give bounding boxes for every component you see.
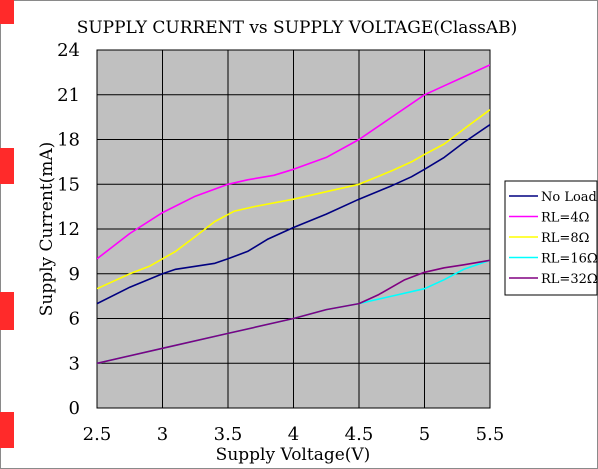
y-tick-label: 6 xyxy=(69,309,80,330)
y-tick-label: 15 xyxy=(57,174,80,195)
y-tick-label: 12 xyxy=(57,219,80,240)
series-line xyxy=(97,109,490,290)
series-line xyxy=(97,64,490,260)
y-tick-label: 3 xyxy=(69,353,80,374)
chart-title: SUPPLY CURRENT vs SUPPLY VOLTAGE(ClassAB… xyxy=(77,18,518,38)
left-edge-mark xyxy=(0,148,14,184)
series-lines xyxy=(97,64,490,365)
grid xyxy=(96,49,491,409)
x-tick-label: 3.5 xyxy=(214,424,243,445)
x-tick-label: 4 xyxy=(288,424,299,445)
x-tick-label: 4.5 xyxy=(345,424,374,445)
x-axis-label: Supply Voltage(V) xyxy=(216,445,371,465)
left-edge-mark xyxy=(0,292,14,330)
y-tick-label: 9 xyxy=(69,264,80,285)
series-line xyxy=(97,123,490,305)
y-tick-label: 21 xyxy=(57,85,80,106)
legend-box xyxy=(504,180,598,296)
legend-label: No Load xyxy=(541,190,597,205)
legend-label: RL=8Ω xyxy=(541,231,589,246)
legend-label: RL=32Ω xyxy=(541,272,598,287)
x-tick-label: 2.5 xyxy=(83,424,112,445)
x-axis-ticks: 2.5 3 3.5 4 4.5 5 5.5 xyxy=(83,424,505,445)
x-tick-label: 5.5 xyxy=(476,424,505,445)
legend: No Load RL=4Ω RL=8Ω RL=16Ω RL=32Ω xyxy=(504,180,598,296)
x-tick-label: 5 xyxy=(419,424,430,445)
legend-label: RL=16Ω xyxy=(541,252,598,267)
y-tick-label: 24 xyxy=(57,40,80,61)
y-axis-ticks: 0 3 6 9 12 15 18 21 24 xyxy=(57,40,80,419)
left-edge-mark xyxy=(0,412,14,448)
left-edge-mark xyxy=(0,0,14,24)
series-line xyxy=(97,259,490,365)
y-tick-label: 18 xyxy=(57,130,80,151)
y-axis-label: Supply Current(mA) xyxy=(37,142,57,317)
x-tick-label: 3 xyxy=(157,424,168,445)
y-tick-label: 0 xyxy=(69,398,80,419)
legend-label: RL=4Ω xyxy=(541,211,589,226)
